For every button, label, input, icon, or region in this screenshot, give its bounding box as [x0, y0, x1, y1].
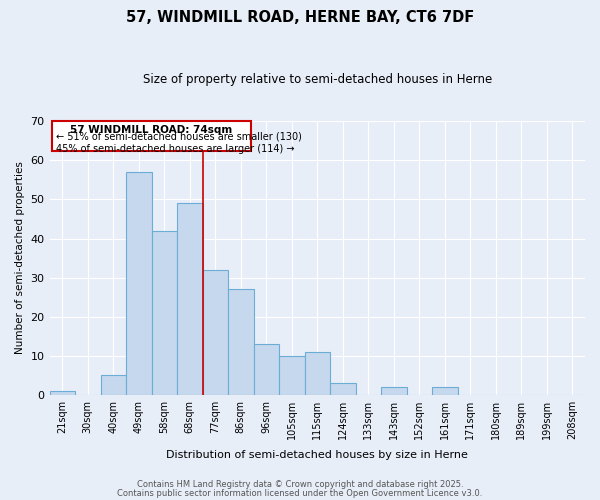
Text: Contains HM Land Registry data © Crown copyright and database right 2025.: Contains HM Land Registry data © Crown c… [137, 480, 463, 489]
Bar [126, 172, 152, 394]
Text: 45% of semi-detached houses are larger (114) →: 45% of semi-detached houses are larger (… [56, 144, 295, 154]
Bar [279, 356, 305, 395]
Bar [254, 344, 279, 395]
Text: Contains public sector information licensed under the Open Government Licence v3: Contains public sector information licen… [118, 488, 482, 498]
Bar [203, 270, 228, 394]
Y-axis label: Number of semi-detached properties: Number of semi-detached properties [15, 162, 25, 354]
Bar [50, 390, 75, 394]
Bar [381, 387, 407, 394]
Bar [330, 383, 356, 394]
Bar [52, 122, 251, 150]
Bar [152, 230, 177, 394]
Bar [101, 375, 126, 394]
Title: Size of property relative to semi-detached houses in Herne: Size of property relative to semi-detach… [143, 72, 492, 86]
Bar [177, 204, 203, 394]
Text: 57, WINDMILL ROAD, HERNE BAY, CT6 7DF: 57, WINDMILL ROAD, HERNE BAY, CT6 7DF [126, 10, 474, 25]
Text: ← 51% of semi-detached houses are smaller (130): ← 51% of semi-detached houses are smalle… [56, 132, 302, 142]
Bar [228, 290, 254, 395]
Bar [305, 352, 330, 395]
X-axis label: Distribution of semi-detached houses by size in Herne: Distribution of semi-detached houses by … [166, 450, 468, 460]
Text: 57 WINDMILL ROAD: 74sqm: 57 WINDMILL ROAD: 74sqm [70, 124, 233, 134]
Bar [432, 387, 458, 394]
